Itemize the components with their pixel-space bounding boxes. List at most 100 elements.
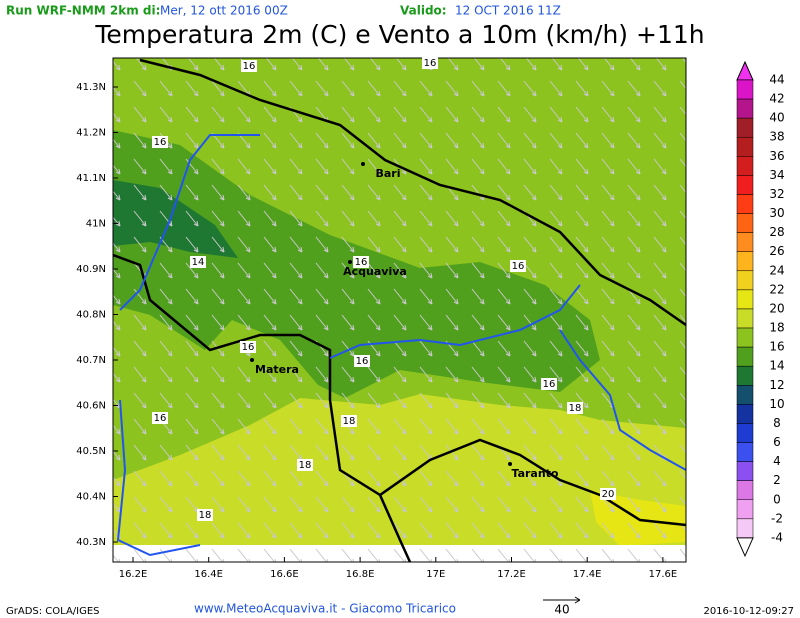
website: www.MeteoAcquaviva.it - Giacomo Tricaric… [194,602,456,616]
colorbar-label: 18 [769,321,784,335]
colorbar-swatch [736,251,754,272]
colorbar-top [736,60,754,81]
city-label: Acquaviva [343,265,407,278]
colorbar-label: -2 [771,511,783,525]
colorbar-label: 16 [769,340,784,354]
colorbar-label: 24 [769,263,784,277]
contour-label-bg [341,415,357,427]
city-label: Taranto [511,467,558,480]
contour-label: 16 [512,261,525,272]
colorbar-swatch [736,442,754,462]
colorbar-swatch [736,480,754,501]
lon-label: 16.2E [119,569,148,580]
valid-date: 12 OCT 2016 11Z [455,4,561,18]
colorbar-label: 42 [769,92,784,106]
colorbar-swatch [736,136,754,157]
colorbar-label: 44 [769,73,784,87]
city-label: Matera [255,363,299,376]
colorbar-swatch [736,346,754,367]
lon-label: 17.6E [649,569,678,580]
colorbar-swatch [736,270,754,291]
contour-label-bg [152,136,168,148]
colorbar-label: 36 [769,149,784,163]
colorbar-swatch [736,175,754,195]
lat-label: 40.6N [76,401,106,412]
lat-label: 40.7N [76,355,106,366]
contour-label: 16 [424,58,437,69]
contour-label: 16 [242,342,255,353]
contour-label: 20 [602,489,615,500]
contour-label-bg [541,378,557,390]
contour-label: 18 [199,510,212,521]
lon-label: 17.4E [573,569,602,580]
contour-label-bg [567,402,583,414]
contour-label: 16 [355,257,368,268]
river [329,284,581,359]
contour-label-bg [152,412,168,424]
colorbar-swatch [736,499,754,520]
colorbar-label: 30 [769,206,784,220]
coastline [139,58,686,327]
city-marker [508,462,512,466]
colorbar-swatch [736,98,754,119]
colorbar-label: -4 [771,530,783,544]
contour-label: 16 [243,61,256,72]
colorbar-label: 12 [769,378,784,392]
colorbar-label: 0 [773,492,781,506]
colorbar-label: 32 [769,187,784,201]
contour-label: 16 [154,413,167,424]
colorbar-label: 14 [769,359,784,373]
colorbar-label: 26 [769,244,784,258]
contour-label-bg [240,341,256,353]
lat-label: 40.3N [76,537,106,548]
colorbar-label: 8 [773,416,781,430]
contour-label: 16 [154,137,167,148]
colorbar-label: 28 [769,225,784,239]
contour-label-bg [422,57,438,69]
colorbar-swatch [736,289,754,310]
map-frame [112,57,687,563]
credit-left: GrADS: COLA/IGES [6,606,100,617]
contour-label: 18 [299,460,312,471]
vector-scale: 40 [554,603,569,617]
river [559,329,686,471]
colorbar-swatch [736,213,754,233]
contour-label-bg [354,355,370,367]
colorbar-swatch [736,308,754,329]
contour-label-bg [600,488,616,500]
contour-label: 14 [192,257,205,268]
river [119,134,260,311]
colorbar-swatch [736,385,754,405]
contour-label-bg [353,256,369,268]
lat-label: 40.5N [76,446,106,457]
lon-label: 17.2E [497,569,526,580]
colorbar-swatch [736,461,754,481]
city-marker [361,162,365,166]
run-label: Run WRF-NMM 2km di: [6,4,160,18]
colorbar-swatch [736,423,754,443]
colorbar-swatch [736,117,754,138]
colorbar-label: 40 [769,111,784,125]
lat-label: 41.1N [76,173,106,184]
contour-label: 18 [343,416,356,427]
colorbar-swatch [736,194,754,214]
lon-label: 16.6E [270,569,299,580]
contour-label-bg [190,256,206,268]
colorbar-swatch [736,79,754,100]
colorbar-swatch [736,327,754,348]
lat-label: 41N [86,219,106,230]
contour-label-bg [197,509,213,521]
lat-label: 40.9N [76,264,106,275]
lat-label: 41.2N [76,128,106,139]
lat-label: 40.8N [76,310,106,321]
contour-label: 16 [543,379,556,390]
timestamp: 2016-10-12-09:27 [703,606,794,617]
colorbar-swatch [736,232,754,252]
river [116,399,201,557]
colorbar-label: 38 [769,130,784,144]
colorbar-label: 20 [769,301,784,315]
colorbar-swatch [736,518,754,539]
colorbar-label: 6 [773,435,781,449]
lat-label: 41.3N [76,82,106,93]
